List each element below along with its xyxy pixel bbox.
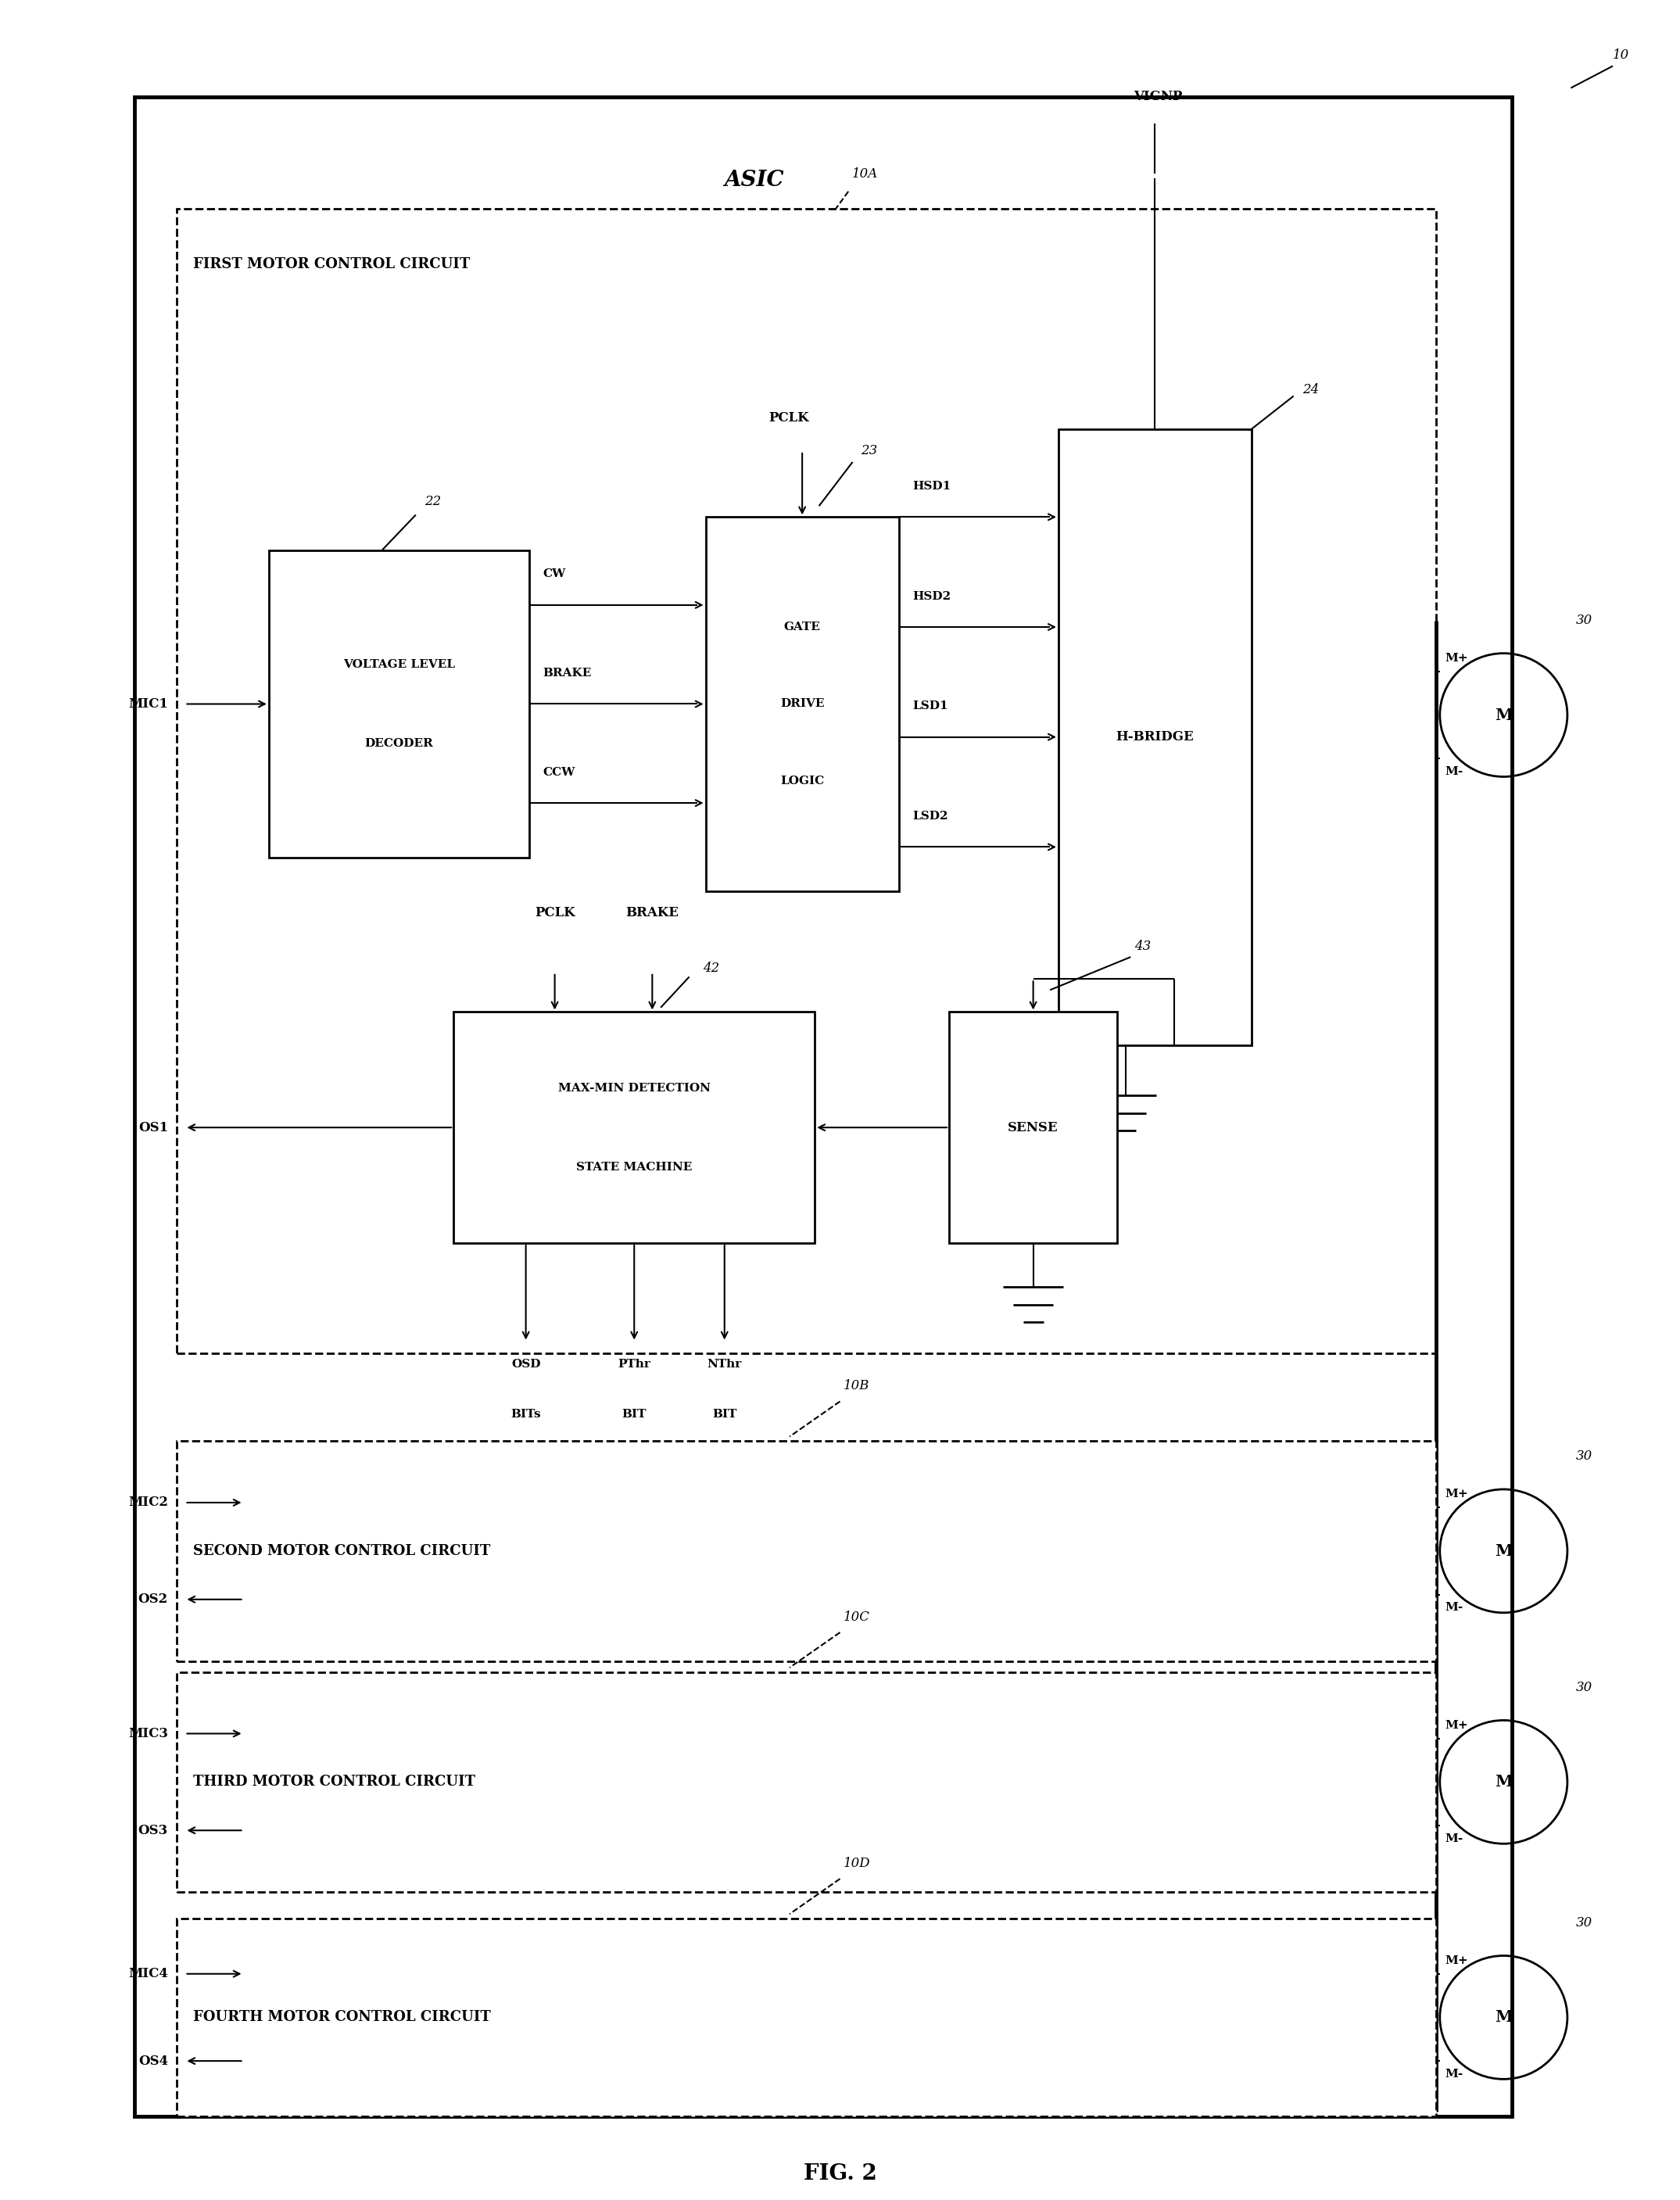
Text: M+: M+ <box>1445 1489 1468 1500</box>
Bar <box>454 1012 815 1243</box>
Text: 10B: 10B <box>843 1379 870 1393</box>
Text: FOURTH MOTOR CONTROL CIRCUIT: FOURTH MOTOR CONTROL CIRCUIT <box>193 2011 491 2024</box>
Text: 23: 23 <box>862 444 877 458</box>
Text: M: M <box>1495 706 1512 724</box>
Text: ASIC: ASIC <box>724 169 785 191</box>
Text: OS1: OS1 <box>138 1120 168 1135</box>
Text: 30: 30 <box>1576 614 1593 627</box>
Text: BIT: BIT <box>712 1410 738 1419</box>
Text: LOGIC: LOGIC <box>780 777 825 785</box>
Text: BRAKE: BRAKE <box>543 669 591 678</box>
Text: 10C: 10C <box>843 1610 870 1624</box>
Text: M-: M- <box>1445 1602 1463 1613</box>
Text: FIG. 2: FIG. 2 <box>803 2163 877 2185</box>
Text: M-: M- <box>1445 766 1463 777</box>
Bar <box>176 1672 1436 1892</box>
Text: M-: M- <box>1445 1833 1463 1844</box>
Text: SECOND MOTOR CONTROL CIRCUIT: SECOND MOTOR CONTROL CIRCUIT <box>193 1544 491 1558</box>
Text: BITs: BITs <box>511 1410 541 1419</box>
Text: 30: 30 <box>1576 1450 1593 1463</box>
Text: CCW: CCW <box>543 768 575 777</box>
Text: 43: 43 <box>1134 939 1151 953</box>
Text: M+: M+ <box>1445 1956 1468 1967</box>
Text: H-BRIDGE: H-BRIDGE <box>1116 730 1194 744</box>
Text: 30: 30 <box>1576 1681 1593 1694</box>
Bar <box>1058 429 1252 1045</box>
Text: MIC1: MIC1 <box>128 697 168 711</box>
Text: DECODER: DECODER <box>365 739 433 748</box>
Text: HSD2: HSD2 <box>912 592 951 601</box>
Bar <box>176 209 1436 1353</box>
Text: 10A: 10A <box>852 167 879 180</box>
Text: 24: 24 <box>1302 383 1319 396</box>
Text: M-: M- <box>1445 2068 1463 2079</box>
Text: 10D: 10D <box>843 1857 870 1870</box>
Text: PCLK: PCLK <box>768 411 810 425</box>
Text: OS4: OS4 <box>138 2055 168 2068</box>
Text: OSD: OSD <box>511 1360 541 1368</box>
Text: VOLTAGE LEVEL: VOLTAGE LEVEL <box>343 660 455 669</box>
Text: PCLK: PCLK <box>534 906 575 920</box>
Text: MIC3: MIC3 <box>128 1727 168 1740</box>
Text: VIGNP: VIGNP <box>1134 90 1183 103</box>
Text: M+: M+ <box>1445 653 1468 664</box>
Text: BIT: BIT <box>622 1410 647 1419</box>
Text: MAX-MIN DETECTION: MAX-MIN DETECTION <box>558 1082 711 1093</box>
Text: OS3: OS3 <box>138 1824 168 1837</box>
Text: NThr: NThr <box>707 1360 743 1368</box>
Text: MIC2: MIC2 <box>128 1496 168 1509</box>
Text: CW: CW <box>543 570 566 579</box>
Text: BRAKE: BRAKE <box>625 906 679 920</box>
Bar <box>949 1012 1117 1243</box>
Bar <box>706 517 899 891</box>
Text: M: M <box>1495 1542 1512 1560</box>
Text: FIRST MOTOR CONTROL CIRCUIT: FIRST MOTOR CONTROL CIRCUIT <box>193 257 470 271</box>
Text: GATE: GATE <box>785 623 820 631</box>
Text: LSD2: LSD2 <box>912 812 948 821</box>
Text: 22: 22 <box>425 495 440 508</box>
Text: M: M <box>1495 1773 1512 1791</box>
Bar <box>269 550 529 858</box>
Text: HSD1: HSD1 <box>912 482 951 491</box>
Bar <box>134 97 1512 2116</box>
Text: MIC4: MIC4 <box>128 1967 168 1980</box>
Text: M: M <box>1495 2009 1512 2026</box>
Text: M+: M+ <box>1445 1720 1468 1731</box>
Text: LSD1: LSD1 <box>912 702 948 711</box>
Text: 10: 10 <box>1613 48 1630 62</box>
Text: 42: 42 <box>702 961 719 975</box>
Bar <box>176 1441 1436 1661</box>
Bar <box>176 1918 1436 2116</box>
Text: 30: 30 <box>1576 1916 1593 1929</box>
Text: PThr: PThr <box>618 1360 650 1368</box>
Text: THIRD MOTOR CONTROL CIRCUIT: THIRD MOTOR CONTROL CIRCUIT <box>193 1775 475 1789</box>
Text: OS2: OS2 <box>138 1593 168 1606</box>
Text: DRIVE: DRIVE <box>780 700 825 708</box>
Text: SENSE: SENSE <box>1008 1120 1058 1135</box>
Text: STATE MACHINE: STATE MACHINE <box>576 1162 692 1173</box>
